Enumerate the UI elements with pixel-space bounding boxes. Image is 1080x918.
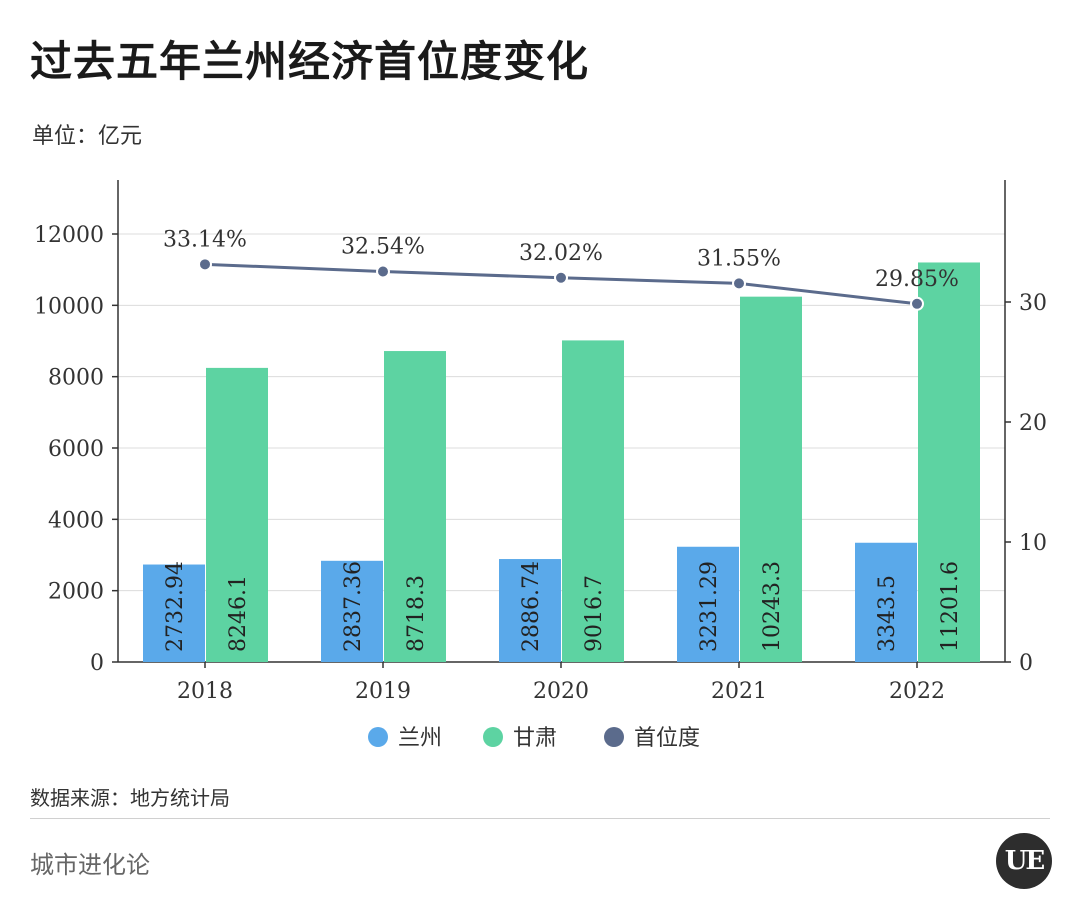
- left-tick-label: 8000: [48, 366, 104, 391]
- point-primacy: [910, 296, 924, 311]
- bar-gansu: [918, 262, 980, 662]
- bar-gansu: [384, 351, 446, 662]
- left-tick-label: 4000: [48, 508, 104, 533]
- left-tick-label: 2000: [48, 580, 104, 605]
- point-primacy: [376, 264, 390, 279]
- brand-name: 城市进化论: [30, 851, 150, 879]
- data-label-primacy: 32.54%: [341, 235, 425, 260]
- legend-label: 甘肃: [513, 726, 557, 751]
- data-label-gansu: 8246.1: [226, 575, 251, 652]
- data-source: 数据来源：地方统计局: [30, 786, 230, 810]
- data-label-lanzhou: 2886.74: [519, 561, 544, 652]
- bar-lanzhou: [677, 546, 739, 662]
- bar-lanzhou: [321, 560, 383, 662]
- data-label-lanzhou: 2732.94: [163, 561, 188, 652]
- legend-marker: [604, 727, 624, 747]
- brand-logo: UE: [996, 833, 1052, 889]
- data-label-lanzhou: 3343.5: [875, 575, 900, 652]
- legend-marker: [368, 727, 388, 747]
- point-primacy: [732, 276, 746, 291]
- bar-gansu: [562, 340, 624, 662]
- left-tick-label: 10000: [34, 294, 104, 319]
- right-tick-label: 20: [1019, 411, 1047, 436]
- chart-title: 过去五年兰州经济首位度变化: [30, 37, 590, 86]
- footer-divider: [30, 818, 1050, 819]
- chart: 0 2000 4000 6000 8000 10000 12000 0 10 20 30 2018 27…: [34, 180, 1047, 751]
- data-label-gansu: 10243.3: [760, 561, 785, 652]
- point-primacy: [554, 270, 568, 285]
- data-label-primacy: 29.85%: [875, 267, 959, 292]
- data-label-lanzhou: 3231.29: [697, 561, 722, 652]
- data-label-gansu: 9016.7: [582, 575, 607, 652]
- left-tick-label: 0: [90, 651, 104, 676]
- bar-gansu: [206, 367, 268, 662]
- legend-marker: [483, 727, 503, 747]
- left-tick-label: 6000: [48, 437, 104, 462]
- legend-label: 首位度: [634, 726, 700, 751]
- bar-lanzhou: [499, 559, 561, 662]
- right-tick-label: 10: [1019, 531, 1047, 556]
- x-tick-label: 2021: [711, 679, 767, 704]
- data-label-gansu: 11201.6: [938, 561, 963, 652]
- bar-lanzhou: [855, 542, 917, 662]
- x-tick-label: 2020: [533, 679, 589, 704]
- data-label-primacy: 33.14%: [163, 227, 247, 252]
- x-tick-label: 2018: [177, 679, 233, 704]
- data-label-lanzhou: 2837.36: [341, 561, 366, 652]
- legend-label: 兰州: [398, 726, 442, 751]
- data-label-gansu: 8718.3: [404, 575, 429, 652]
- data-label-primacy: 31.55%: [697, 246, 781, 271]
- unit-label: 单位：亿元: [32, 124, 143, 149]
- x-tick-label: 2022: [889, 679, 945, 704]
- point-primacy: [198, 257, 212, 272]
- data-label-primacy: 32.02%: [519, 241, 603, 266]
- right-tick-label: 0: [1019, 651, 1033, 676]
- x-tick-label: 2019: [355, 679, 411, 704]
- right-tick-label: 30: [1019, 291, 1047, 316]
- bar-gansu: [740, 296, 802, 662]
- left-tick-label: 12000: [34, 223, 104, 248]
- bar-lanzhou: [143, 564, 205, 662]
